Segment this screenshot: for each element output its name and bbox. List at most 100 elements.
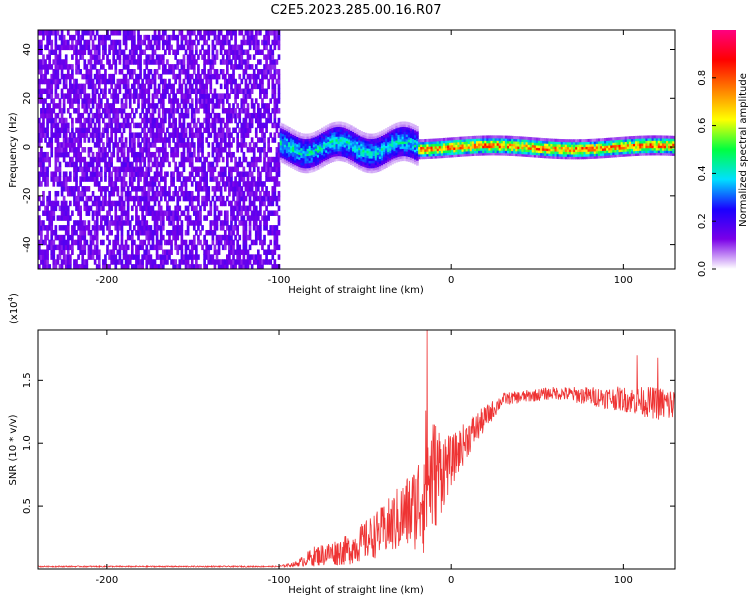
heatmap-cell [172, 234, 175, 241]
heatmap-cell [130, 117, 134, 124]
heatmap-cell [114, 234, 118, 241]
heatmap-cell [151, 161, 155, 168]
heatmap-cell [42, 117, 45, 124]
heatmap-cell [83, 220, 87, 226]
heatmap-cell [40, 234, 43, 241]
heatmap-cell [87, 127, 91, 134]
heatmap-cell [75, 259, 78, 265]
heatmap-cell [298, 139, 301, 143]
heatmap-cell [40, 108, 43, 114]
heatmap-cell [283, 136, 287, 140]
heatmap-cell [333, 151, 337, 155]
heatmap-cell [287, 126, 291, 131]
heatmap-cell [316, 161, 320, 165]
heatmap-cell [174, 225, 178, 231]
heatmap-cell [172, 210, 175, 216]
heatmap-cell [64, 210, 68, 216]
heatmap-cell [236, 112, 239, 119]
heatmap-cell [205, 78, 209, 85]
heatmap-cell [380, 154, 384, 158]
heatmap-cell [418, 151, 421, 155]
heatmap-cell [422, 148, 425, 152]
heatmap-cell [197, 108, 200, 114]
heatmap-cell [349, 147, 353, 151]
heatmap-cell [114, 259, 118, 265]
heatmap-cell [424, 151, 427, 155]
heatmap-cell [387, 158, 390, 162]
heatmap-cell [77, 151, 80, 158]
heatmap-cell [161, 264, 165, 269]
heatmap-cell [209, 59, 213, 65]
heatmap-cell [50, 229, 54, 236]
heatmap-cell [236, 249, 239, 255]
heatmap-cell [44, 259, 47, 265]
heatmap-cell [310, 135, 314, 139]
heatmap-cell [277, 117, 281, 124]
heatmap-cell [56, 112, 60, 119]
heatmap-cell [46, 117, 49, 124]
heatmap-cell [186, 147, 190, 153]
heatmap-cell [102, 88, 105, 95]
heatmap-cell [203, 69, 206, 75]
heatmap-cell [368, 160, 372, 164]
heatmap-cell [164, 171, 167, 177]
heatmap-cell [42, 151, 45, 158]
heatmap-cell [219, 195, 223, 202]
heatmap-cell [205, 215, 209, 221]
heatmap-cell [89, 30, 93, 36]
heatmap-cell [141, 195, 144, 202]
heatmap-cell [199, 88, 202, 95]
heatmap-cell [339, 148, 343, 152]
heatmap-cell [343, 146, 347, 150]
heatmap-cell [269, 166, 273, 173]
heatmap-cell [259, 93, 262, 99]
heatmap-cell [151, 49, 155, 55]
heatmap-cell [197, 78, 200, 85]
heatmap-cell [83, 30, 87, 36]
heatmap-cell [376, 134, 380, 138]
heatmap-cell [114, 44, 118, 51]
heatmap-cell [254, 186, 258, 192]
heatmap-cell [211, 195, 215, 202]
heatmap-cell [203, 166, 206, 173]
heatmap-cell [366, 164, 370, 169]
heatmap-cell [230, 171, 233, 177]
heatmap-cell [122, 151, 126, 158]
heatmap-cell [87, 220, 91, 226]
heatmap-cell [426, 153, 430, 157]
heatmap-cell [46, 166, 49, 173]
heatmap-cell [50, 225, 54, 231]
heatmap-cell [259, 176, 262, 182]
heatmap-cell [50, 137, 54, 143]
heatmap-cell [327, 148, 330, 152]
heatmap-cell [73, 151, 76, 158]
heatmap-cell [64, 137, 68, 143]
heatmap-cell [40, 49, 43, 55]
heatmap-cell [186, 98, 190, 104]
heatmap-cell [143, 73, 147, 80]
heatmap-cell [122, 93, 126, 99]
heatmap-cell [339, 128, 343, 132]
heatmap-cell [56, 166, 60, 173]
heatmap-cell [192, 264, 196, 269]
heatmap-cell [104, 190, 107, 197]
heatmap-cell [89, 195, 93, 202]
heatmap-cell [147, 259, 151, 265]
heatmap-cell [77, 254, 80, 260]
heatmap-cell [164, 112, 167, 119]
heatmap-cell [226, 210, 229, 216]
heatmap-cell [89, 239, 93, 246]
heatmap-cell [213, 215, 217, 221]
heatmap-cell [366, 169, 370, 173]
heatmap-cell [120, 142, 124, 148]
heatmap-cell [102, 195, 105, 202]
heatmap-cell [182, 147, 186, 153]
heatmap-cell [60, 39, 64, 46]
heatmap-cell [124, 264, 128, 269]
heatmap-cell [145, 64, 149, 70]
heatmap-cell [368, 145, 372, 149]
heatmap-cell [273, 161, 277, 168]
heatmap-cell [135, 93, 138, 99]
heatmap-cell [73, 132, 76, 138]
heatmap-cell [143, 190, 147, 197]
